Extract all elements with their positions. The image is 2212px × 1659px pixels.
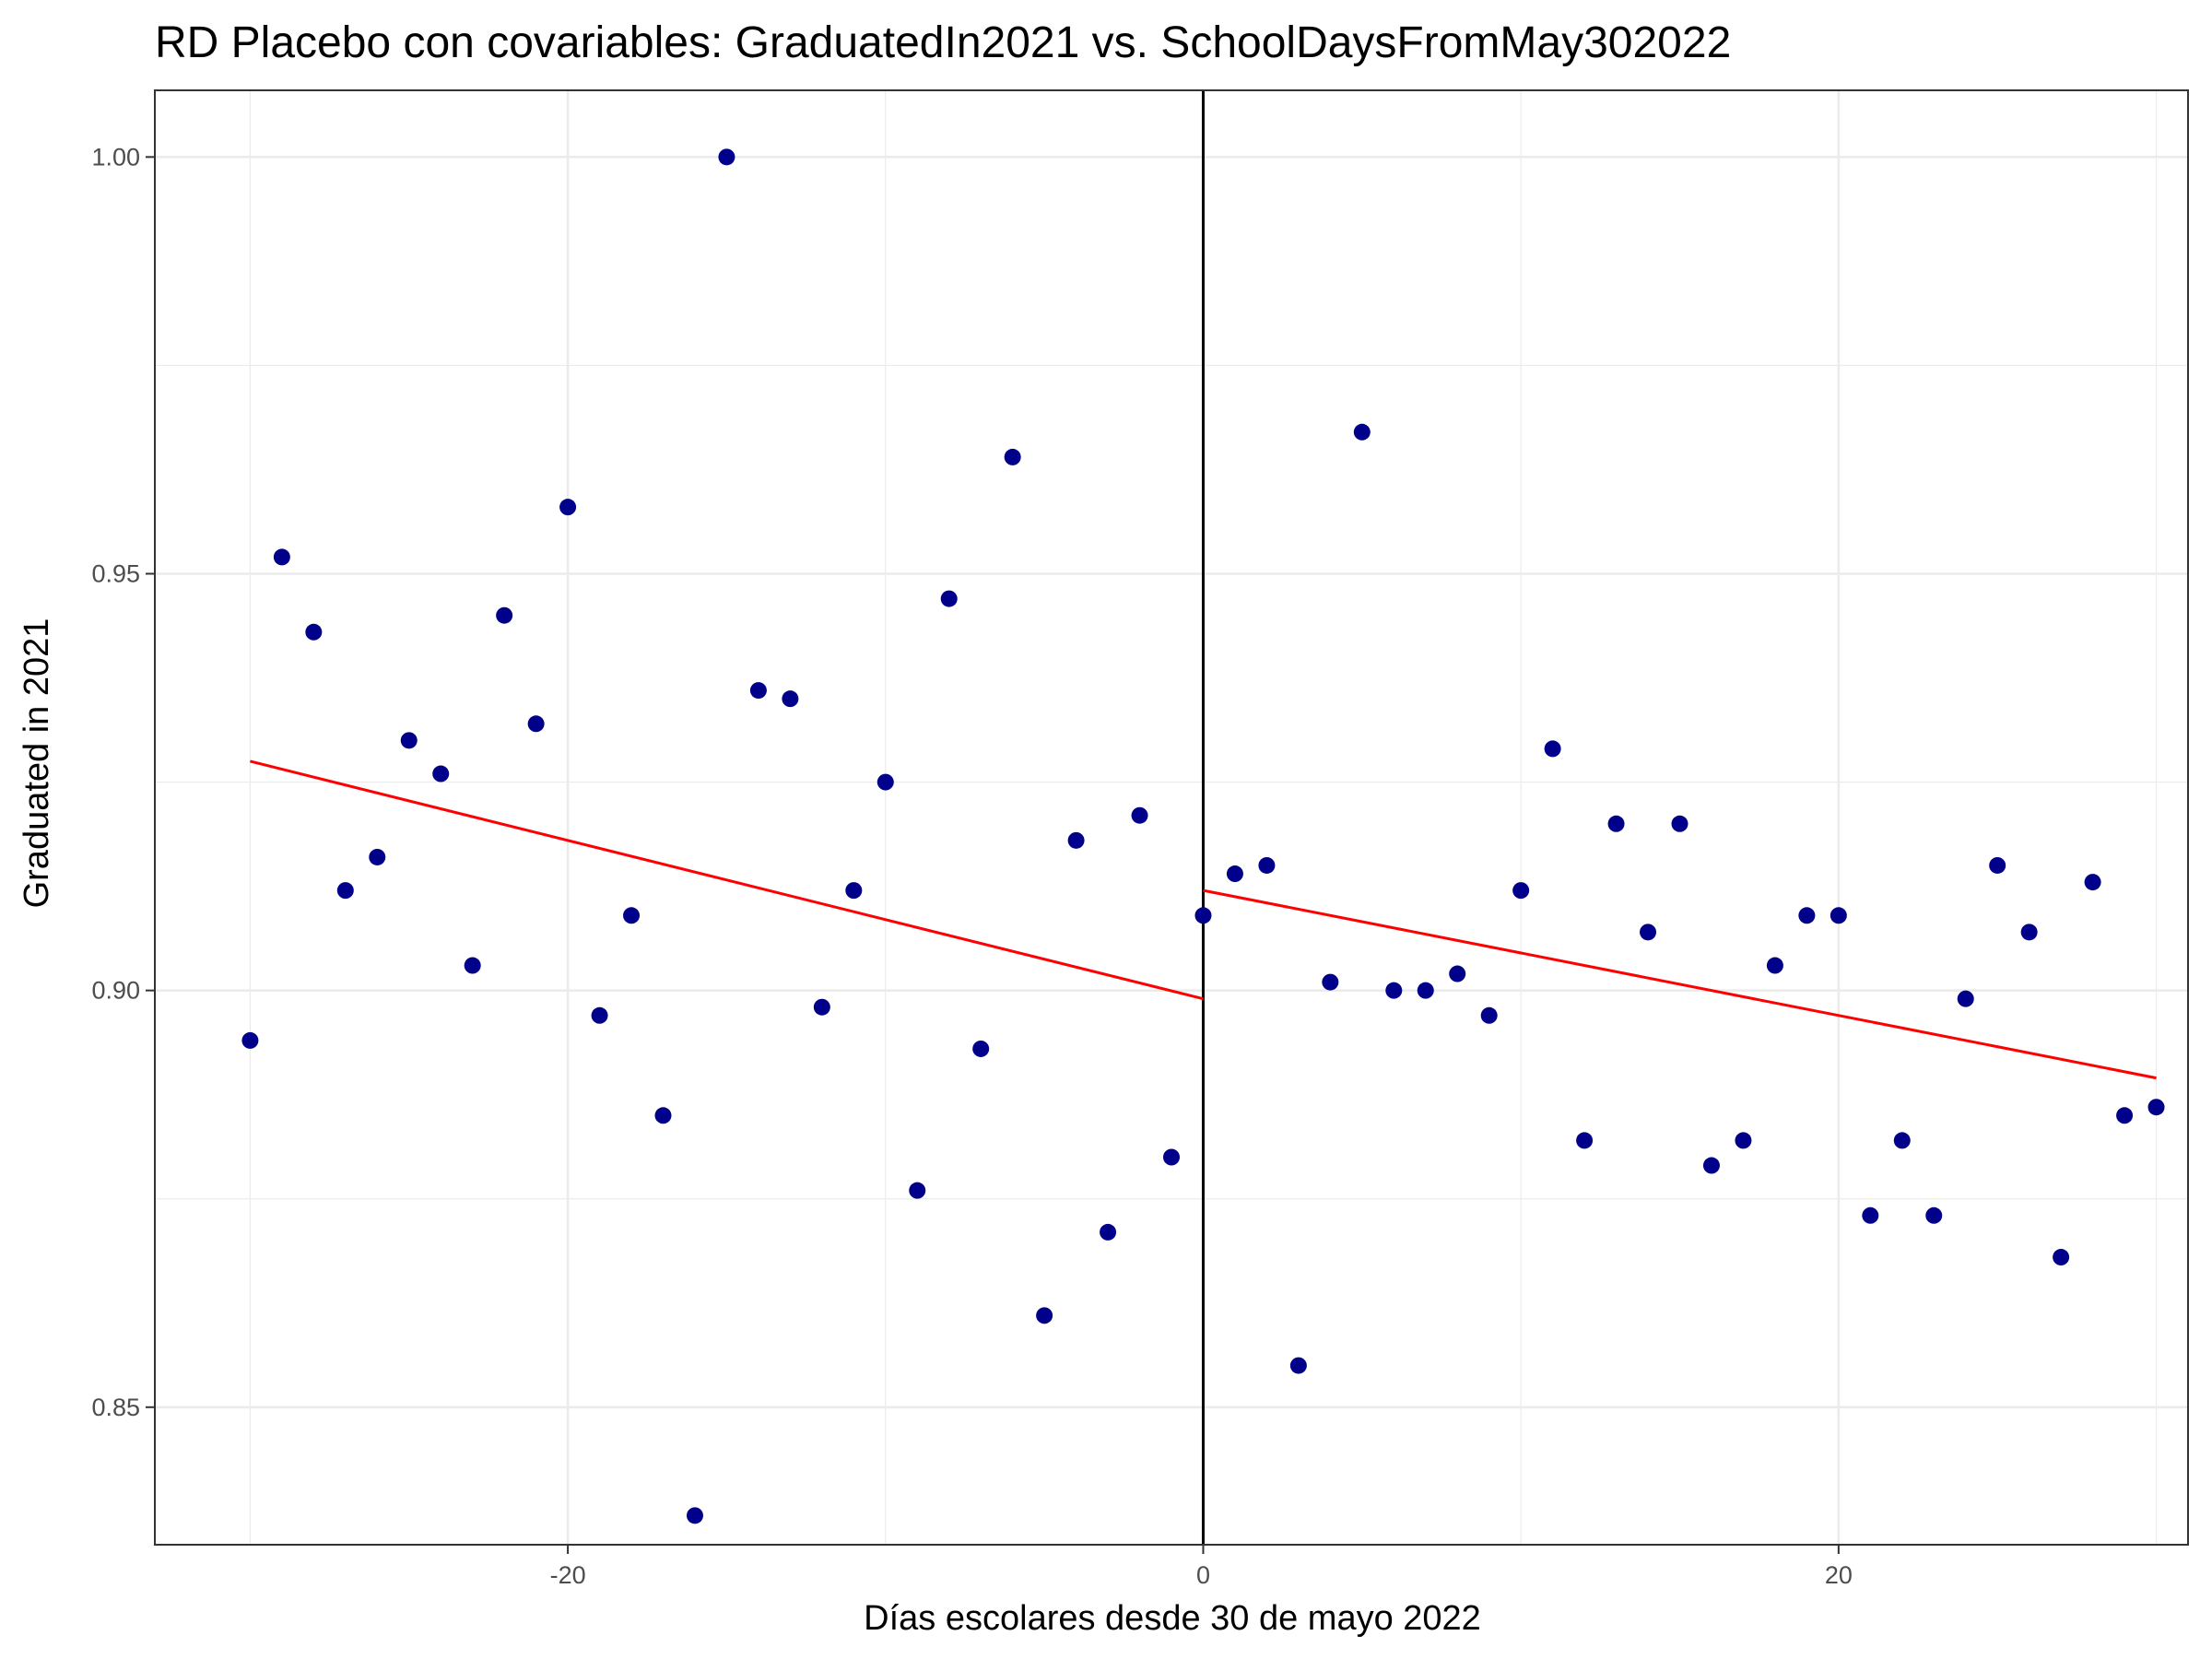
data-point (1545, 740, 1561, 757)
data-point (1925, 1207, 1942, 1224)
data-point (369, 849, 385, 865)
data-point (1576, 1132, 1593, 1148)
data-point (877, 774, 894, 791)
data-point (972, 1041, 989, 1057)
data-point (1798, 907, 1815, 924)
data-point (623, 907, 640, 924)
data-point (718, 148, 735, 165)
data-point (432, 766, 449, 782)
data-point (2021, 924, 2038, 940)
data-point (1481, 1007, 1498, 1024)
x-axis-label: Días escolares desde 30 de mayo 2022 (864, 1599, 1481, 1638)
x-tick-label: 20 (1825, 1561, 1853, 1589)
data-point (274, 548, 290, 565)
data-point (1132, 807, 1148, 824)
data-point (401, 732, 418, 748)
data-point (1862, 1207, 1878, 1224)
data-point (1068, 832, 1085, 849)
data-point (1385, 982, 1402, 999)
data-point (337, 882, 354, 899)
data-point (2116, 1107, 2133, 1124)
data-point (1100, 1224, 1116, 1241)
data-point (1608, 816, 1625, 832)
data-point (1894, 1132, 1911, 1148)
data-point (1258, 857, 1275, 874)
data-point (845, 882, 862, 899)
data-point (2148, 1099, 2165, 1115)
data-point (2085, 874, 2101, 890)
y-tick-label: 0.95 (91, 559, 140, 587)
data-point (1418, 982, 1434, 999)
data-point (1512, 882, 1529, 899)
data-point (687, 1507, 703, 1524)
data-point (241, 1032, 258, 1049)
y-axis-label: Graduated in 2021 (18, 618, 56, 909)
data-point (1036, 1307, 1053, 1324)
y-tick-label: 0.85 (91, 1394, 140, 1421)
data-point (1735, 1132, 1751, 1148)
data-point (1163, 1149, 1180, 1166)
x-tick-label: -20 (550, 1561, 586, 1589)
data-point (1640, 924, 1656, 940)
data-point (559, 499, 576, 515)
data-point (655, 1107, 672, 1124)
y-tick-label: 0.90 (91, 977, 140, 1005)
data-point (941, 591, 958, 607)
data-point (814, 999, 830, 1016)
data-point (1449, 966, 1465, 982)
data-point (1989, 857, 2006, 874)
data-point (750, 682, 767, 699)
data-point (592, 1007, 608, 1024)
data-point (465, 958, 481, 974)
data-point (1194, 907, 1211, 924)
data-point (2053, 1249, 2069, 1265)
data-point (305, 624, 322, 641)
data-point (1227, 865, 1243, 882)
data-point (1703, 1158, 1720, 1174)
y-tick-label: 1.00 (91, 143, 140, 171)
data-point (1322, 974, 1338, 991)
data-point (496, 607, 512, 624)
x-tick-label: 0 (1196, 1561, 1210, 1589)
data-point (1767, 958, 1783, 974)
data-point (909, 1182, 925, 1199)
data-point (1830, 907, 1847, 924)
data-point (1290, 1358, 1307, 1374)
data-point (1672, 816, 1688, 832)
data-point (1005, 449, 1021, 465)
data-point (782, 690, 798, 707)
data-point (1354, 424, 1371, 441)
chart-title: RD Placebo con covariables: GraduatedIn2… (155, 18, 1731, 67)
data-point (528, 715, 545, 732)
data-point (1958, 991, 1974, 1007)
